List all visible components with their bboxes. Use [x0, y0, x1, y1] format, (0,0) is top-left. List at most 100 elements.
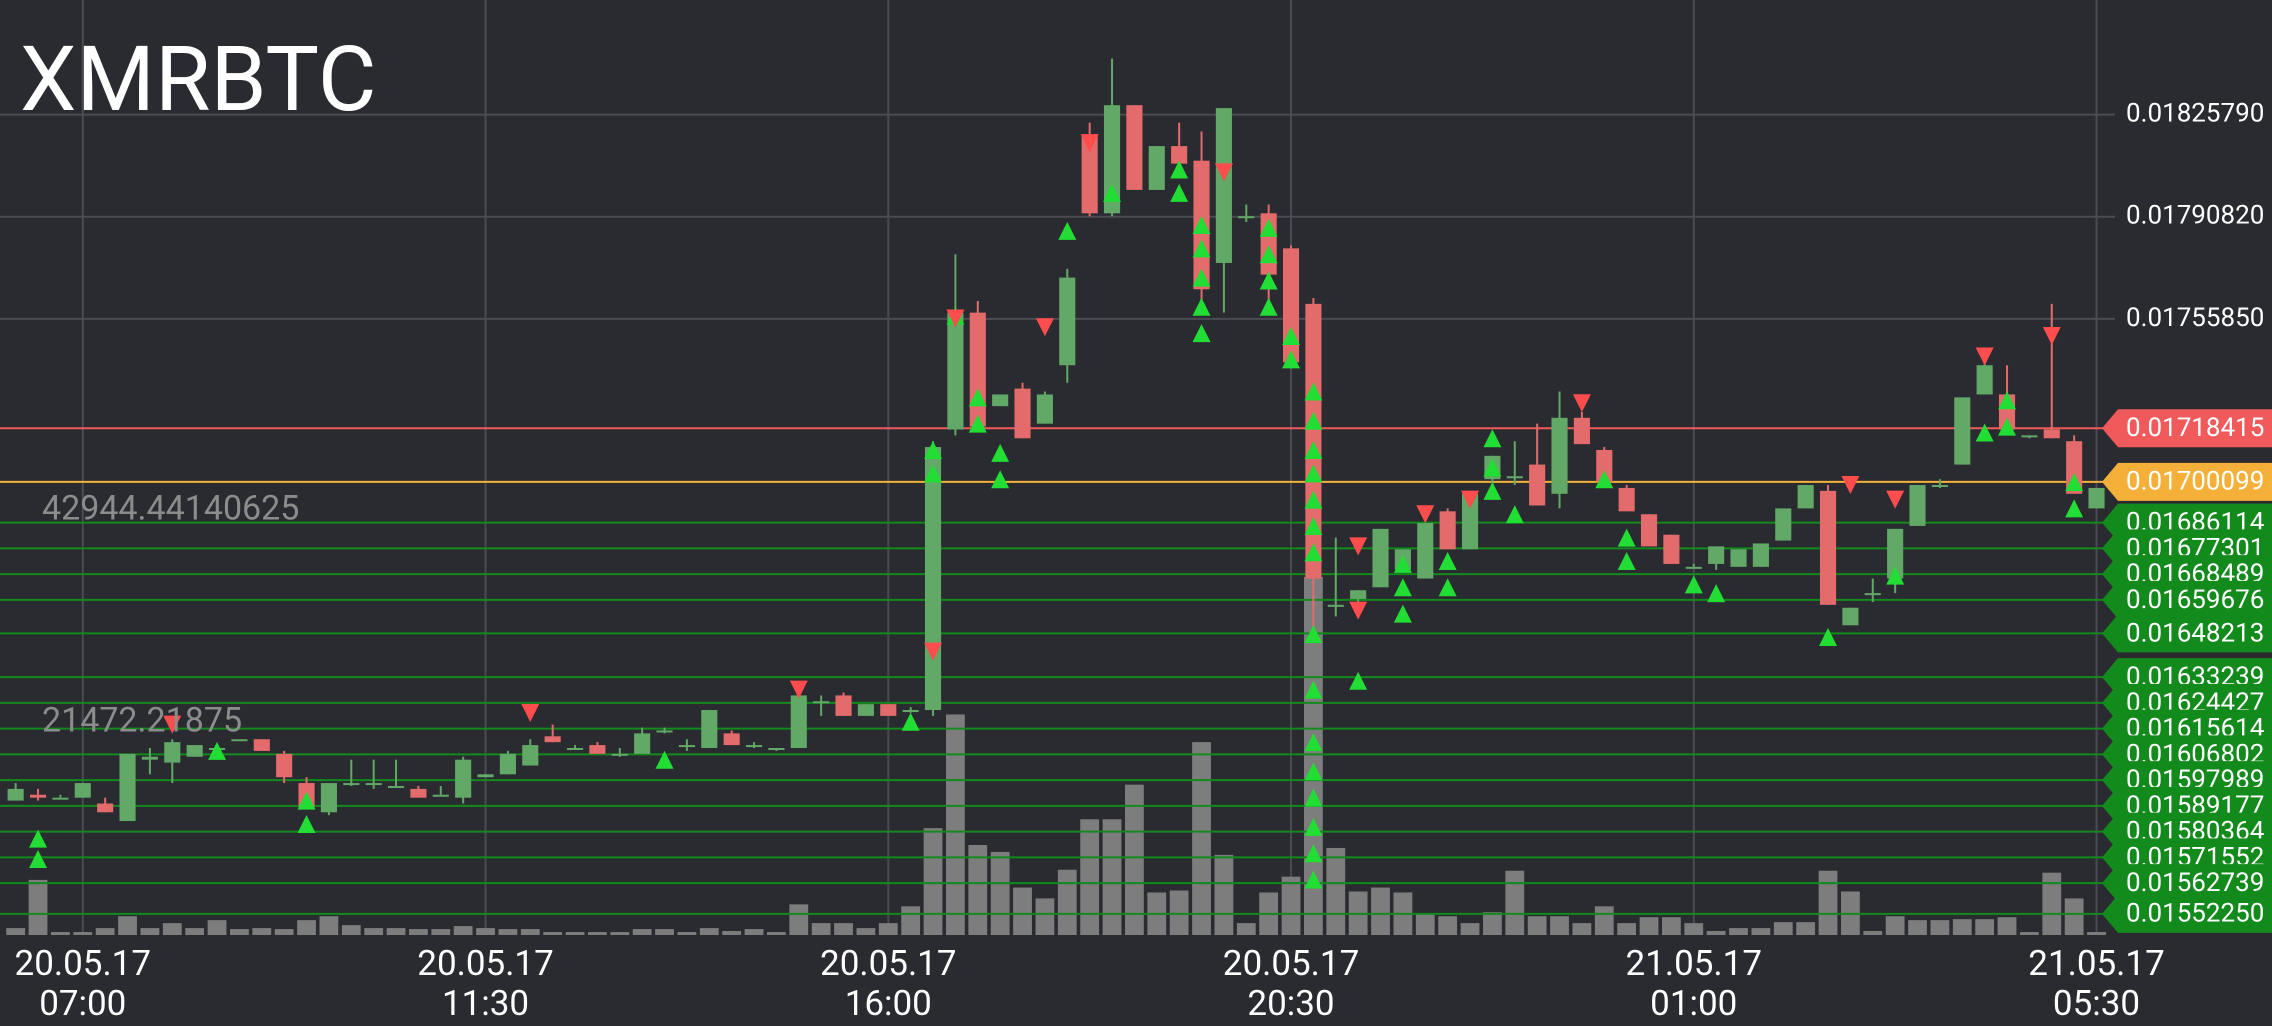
buy-signal — [1304, 870, 1323, 889]
buy-signal — [1998, 391, 2017, 410]
buy-signal — [29, 829, 48, 848]
buy-signal — [1192, 215, 1211, 234]
volume-bar — [185, 928, 205, 935]
level-label: 0.01648213 — [2126, 618, 2264, 648]
candle-body — [320, 783, 337, 813]
volume-bar — [51, 932, 70, 935]
candle-body — [992, 394, 1009, 407]
candle-body — [29, 794, 47, 798]
volume-bar — [2087, 932, 2106, 935]
level-label-box — [2102, 409, 2272, 448]
volume-bar — [520, 929, 540, 935]
volume-bar — [856, 928, 876, 935]
volume-bar — [1639, 917, 1659, 935]
level-label: 0.01562739 — [2126, 868, 2264, 898]
volume-bar — [28, 879, 48, 935]
buy-signal — [1707, 584, 1726, 603]
buy-signal — [297, 814, 316, 833]
buy-signal — [1304, 844, 1323, 863]
candle-body — [1171, 146, 1188, 164]
volume-bar — [73, 932, 93, 935]
volume-bar — [498, 929, 518, 935]
candle-body — [835, 695, 852, 716]
volume-tick-label: 21472.21875 — [42, 701, 242, 741]
volume-bar — [565, 932, 585, 935]
volume-bar — [1527, 916, 1547, 935]
buy-signal — [297, 791, 316, 810]
candle-body — [1126, 105, 1143, 190]
volume-bar — [431, 929, 451, 935]
volume-bar — [1214, 854, 1234, 935]
volume-bar — [946, 714, 965, 935]
signals — [29, 134, 2084, 889]
candle-body — [589, 745, 606, 754]
volume-bar — [1975, 919, 1995, 935]
volume-bar — [6, 928, 26, 935]
volume-bar — [1304, 576, 1323, 935]
volume-bar — [1125, 784, 1144, 935]
buy-signal — [2065, 499, 2084, 518]
buy-signal — [1393, 554, 1412, 573]
buy-signal — [1393, 578, 1412, 597]
volume-bar — [1997, 917, 2017, 935]
volume-bar — [1236, 923, 1256, 935]
volume-bar — [1930, 920, 1950, 935]
candle-body — [7, 788, 24, 801]
volume-bar — [901, 906, 921, 935]
candle-body — [1685, 566, 1702, 569]
candle-body — [1059, 277, 1076, 366]
candle-body — [141, 756, 158, 760]
buy-signal — [29, 850, 48, 869]
candle-body — [924, 447, 942, 711]
volume-bar — [386, 928, 406, 935]
buy-signal — [208, 741, 227, 760]
buy-signal — [1438, 552, 1457, 570]
volume-bar — [1460, 923, 1480, 935]
buy-signal — [1103, 183, 1122, 202]
candle-body — [164, 742, 181, 763]
candle-body — [1640, 514, 1658, 547]
volume-tick-label: 42944.44140625 — [42, 488, 299, 528]
buy-signal — [1192, 239, 1211, 258]
buy-signal — [1304, 440, 1323, 459]
volume-bar — [543, 932, 563, 935]
chart-title: XMRBTC — [20, 27, 376, 132]
volume-bar — [1192, 742, 1211, 935]
volume-bar — [878, 923, 898, 935]
level-label-box — [2102, 614, 2272, 653]
sell-signal — [1080, 134, 1099, 153]
buy-signal — [1819, 627, 1838, 646]
sell-signal — [1572, 394, 1591, 413]
sell-signal — [946, 309, 965, 328]
candle-body — [678, 745, 695, 748]
buy-signal — [1282, 327, 1301, 346]
volume-bar — [364, 928, 384, 935]
candle-body — [387, 785, 405, 788]
candle-body — [1730, 549, 1747, 567]
candle-body — [745, 745, 763, 748]
volume-bar — [1572, 923, 1592, 935]
candle-body — [1842, 607, 1859, 626]
volume-bar — [1057, 869, 1077, 935]
candle-body — [1014, 388, 1031, 439]
candle-body — [2088, 487, 2105, 509]
volume-bar — [409, 929, 428, 935]
volume-bar — [207, 920, 227, 935]
volume-bar — [968, 845, 988, 935]
volume-bar — [1550, 916, 1569, 935]
candle-body — [1551, 417, 1568, 494]
buy-signal — [1170, 160, 1189, 179]
candle-body — [1081, 134, 1098, 214]
candle-body — [1417, 523, 1434, 579]
buy-signal — [1192, 297, 1211, 316]
sell-signal — [521, 703, 540, 722]
candle-body — [969, 312, 986, 427]
candle-body — [1618, 487, 1635, 512]
volume-bar — [1505, 870, 1525, 935]
candle-body — [1036, 394, 1053, 424]
volume-bar — [677, 932, 697, 935]
buy-signal — [924, 464, 943, 483]
buy-signal — [1617, 552, 1636, 570]
candle-body — [410, 788, 427, 798]
